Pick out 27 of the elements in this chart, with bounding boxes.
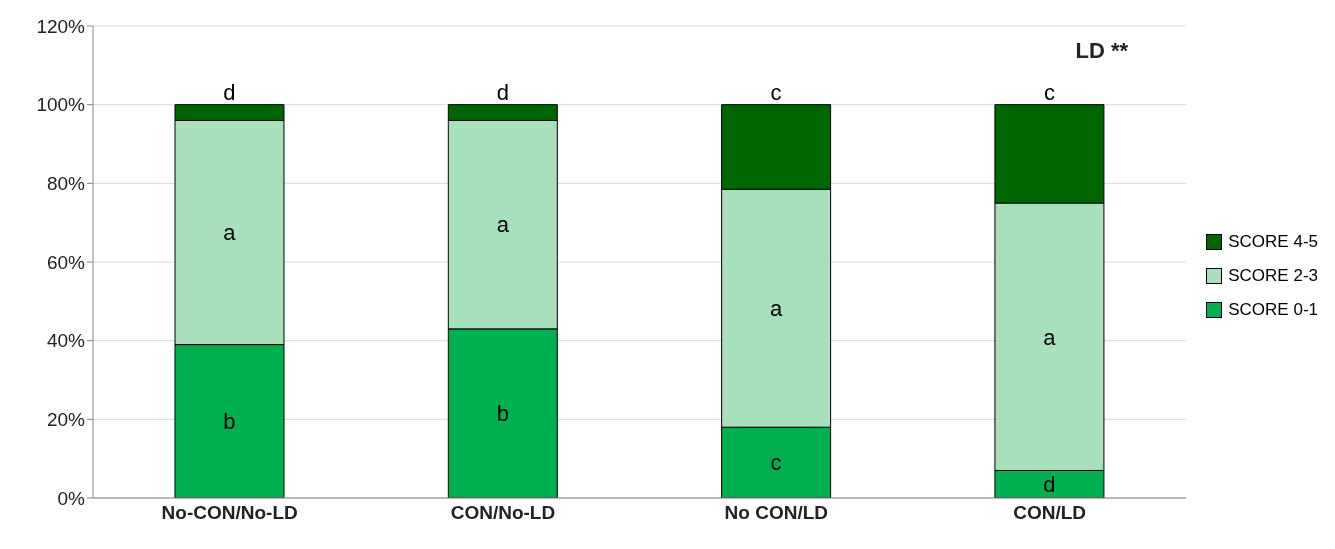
y-tick-label: 40% <box>46 330 86 352</box>
data-label: c <box>1043 79 1055 105</box>
annotation: LD ** <box>1075 38 1128 64</box>
y-tick-label: 0% <box>57 487 86 509</box>
data-label: c <box>770 450 782 476</box>
legend-label: SCORE 2-3 <box>1228 265 1318 286</box>
data-label: a <box>1043 324 1057 350</box>
y-tick-label: 80% <box>46 173 86 195</box>
x-tick-label: CON/LD <box>1013 502 1087 524</box>
data-label: d <box>1043 472 1056 498</box>
x-tick-label: No-CON/No-LD <box>161 502 298 524</box>
data-label: b <box>223 409 236 435</box>
data-label: a <box>496 212 510 238</box>
data-label: d <box>496 79 509 105</box>
y-tick-label: 120% <box>36 15 86 37</box>
x-tick-label: No CON/LD <box>724 502 828 524</box>
data-label: c <box>770 79 782 105</box>
y-tick-label: 60% <box>46 251 86 273</box>
y-tick-label: 100% <box>36 94 86 116</box>
data-label: d <box>223 79 236 105</box>
legend-label: SCORE 0-1 <box>1228 299 1318 320</box>
data-label: a <box>769 296 783 322</box>
x-tick-label: CON/No-LD <box>450 502 556 524</box>
data-label: a <box>223 220 237 246</box>
y-tick-label: 20% <box>46 409 86 431</box>
data-label: b <box>496 401 509 427</box>
legend-label: SCORE 4-5 <box>1228 231 1318 252</box>
